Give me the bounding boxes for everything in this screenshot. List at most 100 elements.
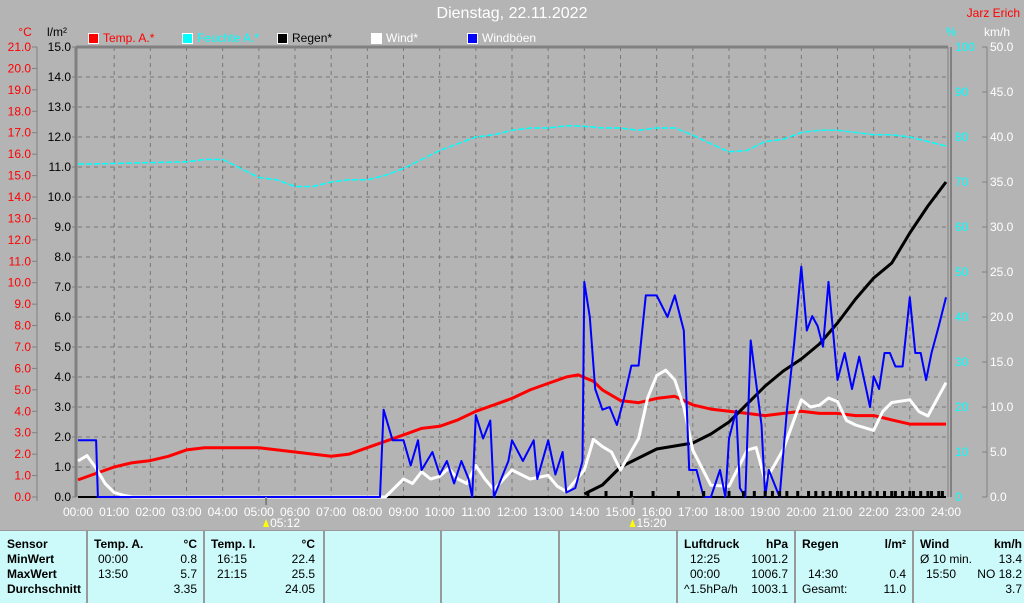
tick-label-time: 14:00 (569, 505, 599, 519)
rain-event-marker (893, 491, 897, 497)
row-label-avg: Durchschnitt (7, 582, 82, 596)
legend-swatch (88, 32, 99, 44)
tick-label-rain: 6.0 (54, 310, 71, 324)
rain-event-marker (846, 491, 850, 497)
stats-temp-a-col: Temp. A. °C 00:00 0.8 13:50 5.7 3.35 (88, 531, 205, 603)
rain-event-marker (651, 491, 655, 497)
temp-a-max: 5.7 (180, 567, 197, 581)
rain-event-marker (875, 491, 879, 497)
tick-label-wind: 20.0 (990, 310, 1014, 324)
legend-swatch (182, 32, 193, 44)
tick-label-temp: 2.0 (14, 447, 31, 461)
tick-label-wind: 30.0 (990, 220, 1014, 234)
stats-pressure-col: Luftdruck hPa 12:25 1001.2 00:00 1006.7 ^1.… (678, 531, 796, 603)
tick-label-wind: 50.0 (990, 40, 1014, 54)
tick-label-time: 07:00 (316, 505, 346, 519)
tick-label-temp: 6.0 (14, 361, 31, 375)
tick-label-time: 13:00 (533, 505, 563, 519)
tick-label-humidity: 0 (955, 490, 962, 504)
tick-label-time: 05:00 (244, 505, 274, 519)
tick-label-humidity: 60 (955, 220, 969, 234)
rain-event-marker (752, 491, 756, 497)
tick-label-temp: 16.0 (8, 147, 32, 161)
tick-label-humidity: 70 (955, 175, 969, 189)
wind-max-time: 15:50 (926, 567, 957, 581)
tick-label-time: 16:00 (642, 505, 672, 519)
legend-swatch (277, 32, 288, 44)
pressure-trend: ^1.5hPa/h (684, 582, 738, 596)
temp-i-min: 22.4 (291, 552, 315, 566)
tick-label-rain: 15.0 (48, 40, 72, 54)
tick-label-time: 06:00 (280, 505, 310, 519)
tick-label-humidity: 10 (955, 445, 969, 459)
tick-label-rain: 8.0 (54, 250, 71, 264)
temp-i-avg: 24.05 (284, 582, 315, 596)
tick-label-rain: 12.0 (48, 130, 72, 144)
rain-event-marker (727, 491, 731, 497)
tick-label-rain: 14.0 (48, 70, 72, 84)
tick-label-temp: 4.0 (14, 404, 31, 418)
rain-event-marker (702, 491, 706, 497)
tick-label-temp: 8.0 (14, 319, 31, 333)
tick-label-wind: 5.0 (990, 445, 1007, 459)
wind-current: 3.7 (1005, 582, 1022, 596)
pressure-max-time: 00:00 (690, 567, 721, 581)
tick-label-wind: 10.0 (990, 400, 1014, 414)
tick-label-temp: 17.0 (8, 126, 32, 140)
tick-label-humidity: 100 (955, 40, 975, 54)
tick-label-time: 03:00 (171, 505, 201, 519)
wind-avg: 13.4 (998, 552, 1022, 566)
tick-label-rain: 0.0 (54, 490, 71, 504)
tick-label-humidity: 90 (955, 85, 969, 99)
row-label-min: MinWert (7, 552, 55, 566)
legend-wind: Wind* (371, 31, 418, 45)
tick-label-time: 20:00 (786, 505, 816, 519)
tick-label-rain: 1.0 (54, 460, 71, 474)
legend-gusts: Windböen (467, 31, 536, 45)
tick-label-rain: 4.0 (54, 370, 71, 384)
tick-label-time: 21:00 (822, 505, 852, 519)
tick-label-time: 15:00 (605, 505, 635, 519)
stats-rain-col: Regen l/m² 14:30 0.4 Gesamt: 11.0 (796, 531, 914, 603)
tick-label-rain: 13.0 (48, 100, 72, 114)
series-line-windböen (78, 265, 947, 498)
temp-a-max-time: 13:50 (98, 567, 129, 581)
temp-a-min-time: 00:00 (98, 552, 129, 566)
series-line-regen- (583, 181, 948, 496)
tick-label-wind: 35.0 (990, 175, 1014, 189)
tick-label-wind: 0.0 (990, 490, 1007, 504)
tick-label-temp: 14.0 (8, 190, 32, 204)
rain-event-marker (586, 491, 590, 497)
temp-i-min-time: 16:15 (217, 552, 248, 566)
rain-unit: l/m² (884, 537, 906, 551)
sunset-icon (629, 519, 636, 527)
tick-label-temp: 10.0 (8, 276, 32, 290)
tick-label-time: 04:00 (208, 505, 238, 519)
rain-event-marker (807, 491, 811, 497)
weather-chart: °C l/m²% km/h 21.0 20.0 19.0 18.0 17.0 16.0 15.0 1… (8, 25, 1014, 530)
wind-max: NO 18.2 (977, 567, 1022, 581)
pressure-min-time: 12:25 (690, 552, 721, 566)
rain-event-marker (770, 491, 774, 497)
tick-label-temp: 7.0 (14, 340, 31, 354)
pressure-min: 1001.2 (751, 552, 788, 566)
rain-event-marker (919, 491, 923, 497)
axis-unit-wind: km/h (984, 25, 1010, 39)
tick-label-humidity: 80 (955, 130, 969, 144)
temp-a-avg: 3.35 (173, 582, 197, 596)
rain-event-marker (861, 491, 865, 497)
tick-label-temp: 0.0 (14, 490, 31, 504)
tick-label-time: 22:00 (859, 505, 889, 519)
temp-a-header: Temp. A. (94, 537, 144, 551)
rain-event-marker (911, 491, 915, 497)
rain-event-marker (883, 491, 887, 497)
series-line-feuchte-a- (78, 125, 947, 188)
axis-unit-rain: l/m² (47, 25, 67, 39)
tick-label-temp: 5.0 (14, 383, 31, 397)
tick-label-rain: 10.0 (48, 190, 72, 204)
tick-label-rain: 5.0 (54, 340, 71, 354)
stats-empty-col (560, 531, 678, 603)
sunset-time: 15:20 (637, 516, 667, 530)
tick-label-time: 01:00 (99, 505, 129, 519)
tick-label-wind: 45.0 (990, 85, 1014, 99)
